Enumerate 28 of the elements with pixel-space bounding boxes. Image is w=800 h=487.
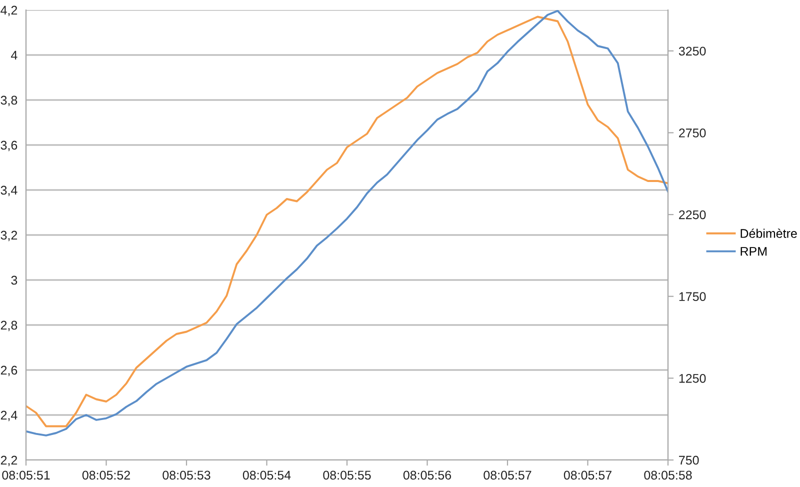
- x-tick-label: 08:05:56: [403, 470, 452, 480]
- y-tick-label: 3,4: [0, 186, 18, 196]
- y-tick-label: 2,6: [0, 366, 18, 376]
- y2-tick-label: 1250: [679, 374, 706, 383]
- y-tick-label: 3,8: [0, 96, 18, 106]
- y2-tick-label: 3250: [678, 46, 706, 56]
- legend-label: RPM: [740, 247, 766, 256]
- x-tick-label: 08:05:51: [2, 470, 50, 480]
- y2-tick-label: 750: [679, 456, 699, 465]
- y-tick-label: 2,8: [0, 320, 18, 332]
- x-tick-label: 08:05:57: [564, 470, 612, 480]
- x-tick-label: 08:05:58: [644, 470, 692, 480]
- x-tick-label: 08:05:57: [484, 470, 532, 480]
- y2-tick-label: 1750: [679, 292, 706, 302]
- y2-tick-label: 2250: [679, 210, 706, 220]
- y-tick-label: 2,4: [0, 410, 18, 422]
- y-tick-label: 3,6: [0, 140, 18, 152]
- y-tick-label: 3,2: [0, 230, 18, 242]
- x-tick-label: 08:05:53: [162, 470, 210, 480]
- y-tick-label: 2,2: [0, 456, 18, 466]
- y2-tick-label: 2750: [679, 128, 706, 138]
- x-tick-label: 08:05:55: [323, 470, 371, 480]
- y-tick-label: 3: [11, 276, 18, 285]
- y-tick-label: 4,2: [0, 6, 18, 16]
- y-tick-label: 4: [11, 50, 18, 60]
- x-tick-label: 08:05:54: [242, 470, 291, 480]
- x-tick-label: 08:05:52: [82, 470, 130, 480]
- legend-label: Débimètre: [740, 228, 797, 238]
